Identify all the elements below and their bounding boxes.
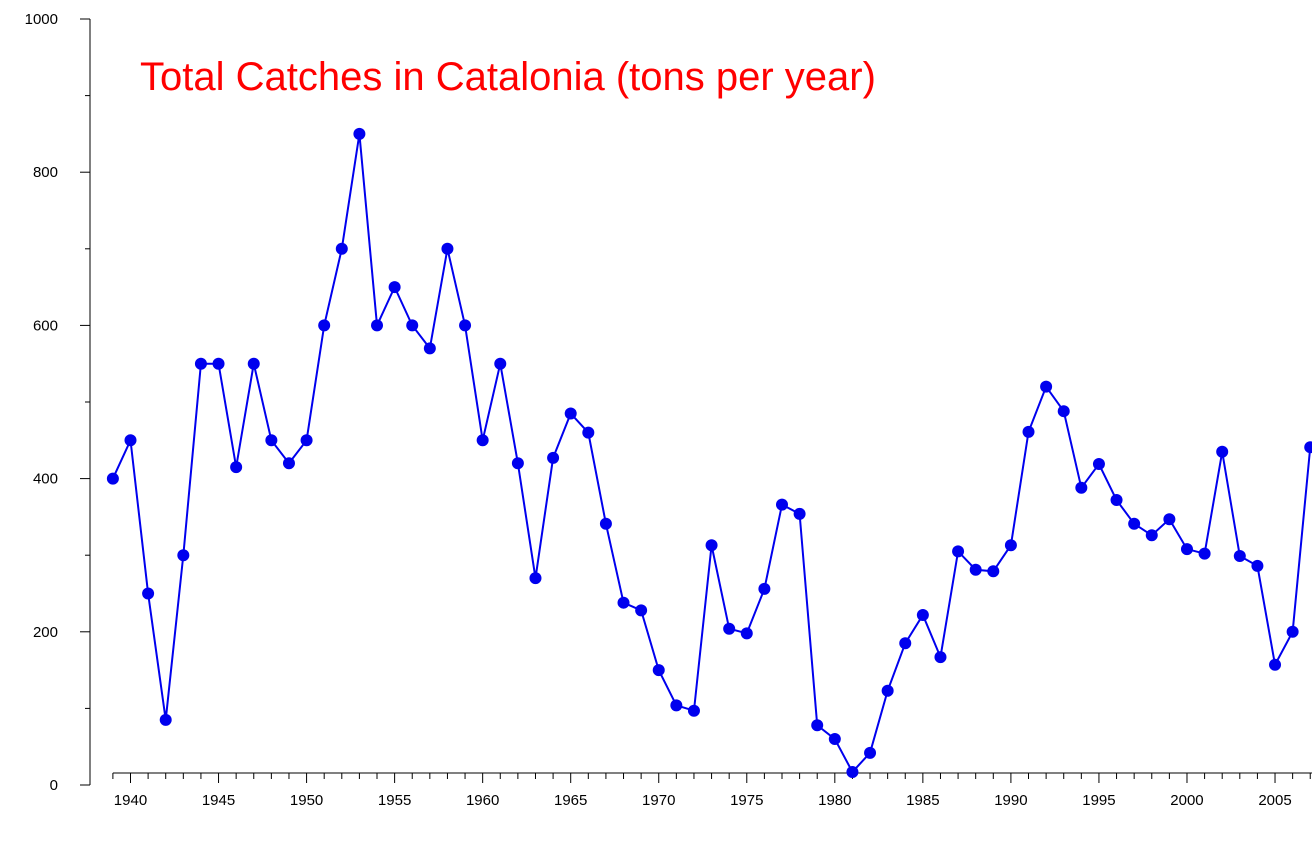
x-tick-label: 1955 bbox=[378, 792, 411, 809]
marker bbox=[952, 545, 965, 558]
marker bbox=[1163, 513, 1176, 526]
marker bbox=[599, 517, 612, 530]
x-tick-label: 1950 bbox=[290, 792, 323, 809]
marker bbox=[811, 719, 824, 732]
marker bbox=[758, 582, 771, 595]
marker bbox=[124, 434, 137, 447]
y-tick-label: 200 bbox=[33, 624, 58, 641]
x-tick-label: 1995 bbox=[1082, 792, 1115, 809]
marker bbox=[775, 498, 788, 511]
marker bbox=[564, 407, 577, 420]
marker bbox=[529, 572, 542, 585]
marker bbox=[1128, 517, 1141, 530]
marker bbox=[828, 733, 841, 746]
marker bbox=[846, 765, 859, 778]
marker bbox=[142, 587, 155, 600]
marker bbox=[1286, 625, 1299, 638]
marker bbox=[723, 622, 736, 635]
x-tick-label: 1970 bbox=[642, 792, 675, 809]
y-tick-label: 1000 bbox=[25, 11, 58, 28]
marker bbox=[353, 127, 366, 140]
marker bbox=[864, 746, 877, 759]
marker bbox=[494, 357, 507, 370]
marker bbox=[511, 457, 524, 470]
marker bbox=[705, 539, 718, 552]
marker bbox=[177, 549, 190, 562]
marker bbox=[282, 457, 295, 470]
x-tick-label: 1985 bbox=[906, 792, 939, 809]
marker bbox=[1269, 658, 1282, 671]
marker bbox=[300, 434, 313, 447]
marker bbox=[318, 319, 331, 332]
marker bbox=[881, 684, 894, 697]
x-tick-label: 2005 bbox=[1258, 792, 1291, 809]
marker bbox=[406, 319, 419, 332]
marker bbox=[476, 434, 489, 447]
marker bbox=[371, 319, 384, 332]
marker bbox=[1216, 445, 1229, 458]
x-tick-label: 1990 bbox=[994, 792, 1027, 809]
marker bbox=[194, 357, 207, 370]
x-tick-label: 1975 bbox=[730, 792, 763, 809]
marker bbox=[1198, 547, 1211, 560]
marker bbox=[265, 434, 278, 447]
marker bbox=[1022, 425, 1035, 438]
marker bbox=[969, 563, 982, 576]
marker bbox=[987, 565, 1000, 578]
marker bbox=[652, 664, 665, 677]
marker bbox=[335, 242, 348, 255]
marker bbox=[423, 342, 436, 355]
marker bbox=[459, 319, 472, 332]
marker bbox=[1233, 549, 1246, 562]
marker bbox=[635, 604, 648, 617]
marker bbox=[159, 713, 172, 726]
x-tick-label: 1960 bbox=[466, 792, 499, 809]
x-tick-label: 1945 bbox=[202, 792, 235, 809]
marker bbox=[1304, 441, 1312, 454]
y-tick-label: 800 bbox=[33, 164, 58, 181]
marker bbox=[1057, 405, 1070, 418]
x-tick-label: 2000 bbox=[1170, 792, 1203, 809]
marker bbox=[1075, 481, 1088, 494]
marker bbox=[1092, 458, 1105, 471]
marker bbox=[1180, 543, 1193, 556]
marker bbox=[247, 357, 260, 370]
x-tick-label: 1980 bbox=[818, 792, 851, 809]
marker bbox=[617, 596, 630, 609]
marker bbox=[1040, 380, 1053, 393]
marker bbox=[547, 451, 560, 464]
y-tick-label: 600 bbox=[33, 317, 58, 334]
marker bbox=[916, 608, 929, 621]
marker bbox=[1004, 539, 1017, 552]
x-tick-label: 1965 bbox=[554, 792, 587, 809]
marker bbox=[670, 699, 683, 712]
marker bbox=[441, 242, 454, 255]
marker bbox=[106, 472, 119, 485]
marker bbox=[740, 627, 753, 640]
marker bbox=[1110, 494, 1123, 507]
marker bbox=[793, 507, 806, 520]
line bbox=[111, 133, 1312, 774]
y-tick-label: 400 bbox=[33, 471, 58, 488]
marker bbox=[1145, 529, 1158, 542]
marker bbox=[582, 426, 595, 439]
marker bbox=[899, 637, 912, 650]
y-tick-label: 0 bbox=[50, 777, 58, 794]
marker bbox=[388, 281, 401, 294]
x-tick-label: 1940 bbox=[114, 792, 147, 809]
marker bbox=[230, 461, 243, 474]
marker bbox=[934, 651, 947, 664]
marker bbox=[1251, 559, 1264, 572]
marker bbox=[687, 704, 700, 717]
chart-title: Total Catches in Catalonia (tons per yea… bbox=[140, 55, 876, 99]
marker bbox=[212, 357, 225, 370]
